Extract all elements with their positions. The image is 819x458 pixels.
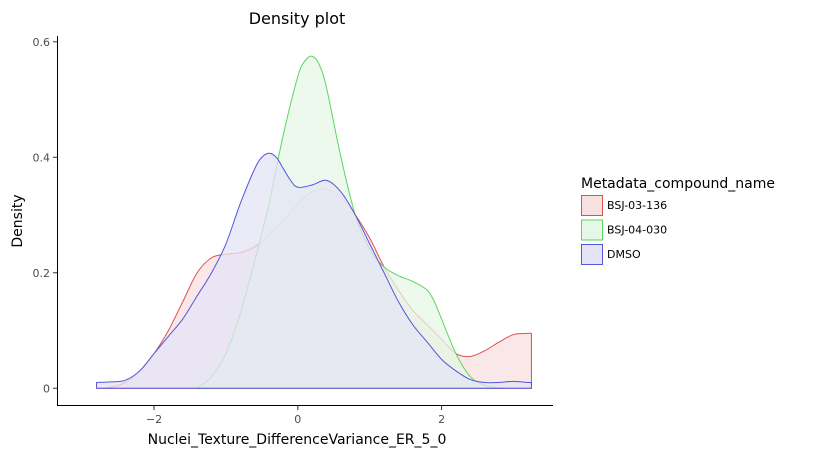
legend-key-bsj-03-136: [581, 195, 603, 216]
legend-label-bsj-04-030: BSJ-04-030: [607, 224, 667, 237]
legend: Metadata_compound_name BSJ-03-136 BSJ-04-…: [581, 176, 775, 265]
legend-label-dmso: DMSO: [607, 248, 641, 261]
y-axis-ticks: 0 0.2 0.4 0.6: [33, 36, 57, 395]
y-tick-label: 0.4: [33, 151, 51, 164]
y-axis-title: Density: [10, 194, 26, 247]
density-area-dmso: [96, 152, 532, 389]
x-tick-label: −2: [146, 413, 162, 426]
y-tick-label: 0.2: [33, 267, 51, 280]
y-tick-label: 0: [43, 382, 50, 395]
plot-area: [96, 55, 532, 389]
legend-key-bsj-04-030: [581, 219, 603, 241]
x-axis-title: Nuclei_Texture_DifferenceVariance_ER_5_0: [148, 432, 447, 448]
x-tick-label: 0: [294, 413, 301, 426]
legend-key-dmso: [581, 244, 603, 265]
x-axis-ticks: −2 0 2: [146, 406, 445, 426]
x-tick-label: 2: [438, 413, 445, 426]
legend-label-bsj-03-136: BSJ-03-136: [607, 199, 667, 212]
chart-title: Density plot: [249, 9, 346, 28]
legend-title: Metadata_compound_name: [581, 176, 775, 192]
y-tick-label: 0.6: [33, 36, 51, 49]
